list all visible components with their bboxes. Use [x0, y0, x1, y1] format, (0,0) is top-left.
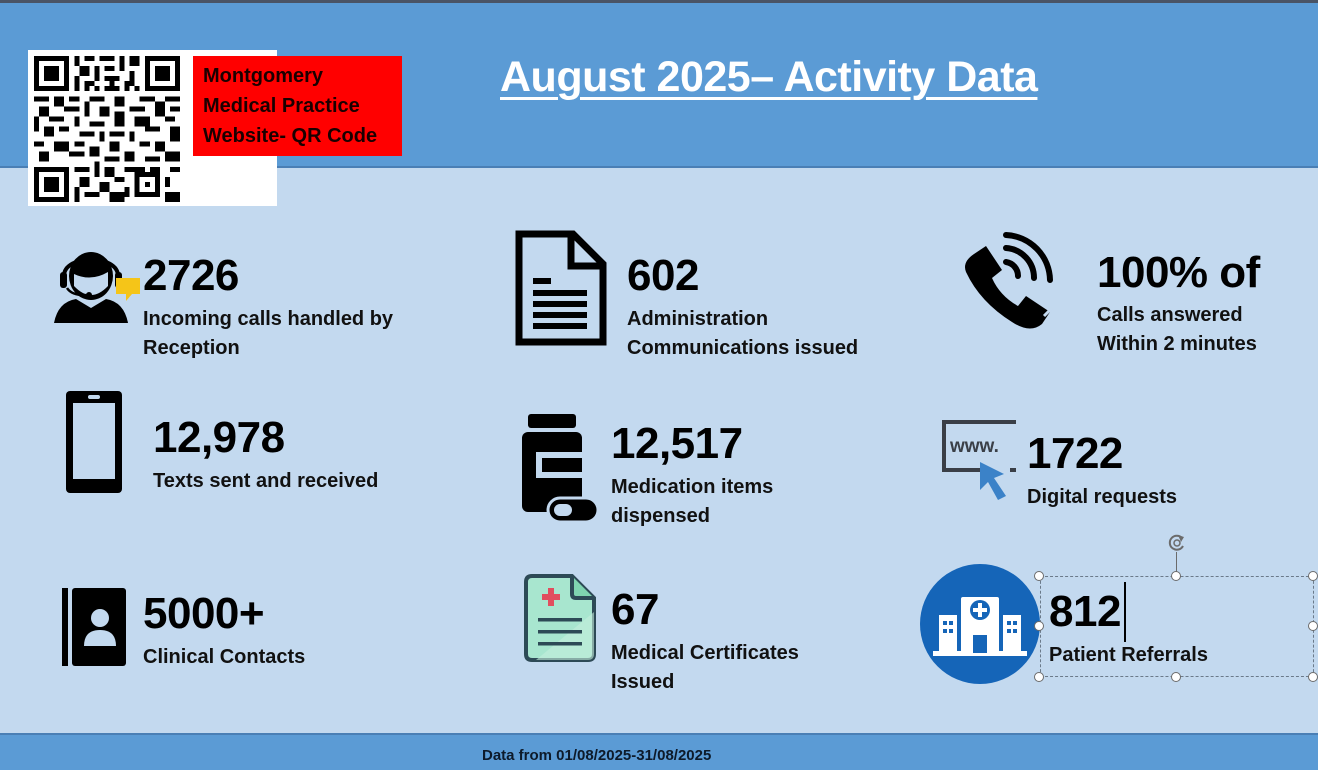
stat-description: Patient Referrals — [1049, 641, 1208, 670]
qr-label-line: Website- QR Code — [203, 125, 378, 147]
stat-description: Medical Certificates Issued — [611, 639, 799, 697]
stat-texts: 12,978 Texts sent and received — [153, 416, 378, 496]
stat-description-line: Administration — [627, 308, 769, 330]
stat-calls-answered: 100% of Calls answered Within 2 minutes — [1097, 251, 1260, 359]
stat-patient-referrals[interactable]: 812 Patient Referrals — [1049, 590, 1208, 670]
stat-value: 1722 — [1027, 429, 1123, 478]
svg-text:www.: www. — [949, 436, 999, 457]
stat-value: 5000+ — [143, 589, 265, 638]
stat-medical-certificates: 67 Medical Certificates Issued — [611, 588, 799, 697]
stat-description: Medication items dispensed — [611, 473, 773, 531]
stat-value: 67 — [611, 585, 659, 634]
resize-handle-left[interactable] — [1034, 621, 1044, 631]
stat-description-line: Communications issued — [627, 337, 859, 359]
stat-clinical-contacts: 5000+ Clinical Contacts — [143, 592, 305, 672]
stat-description-line: Texts sent and received — [153, 470, 379, 492]
smartphone-icon — [66, 391, 122, 493]
document-icon — [515, 230, 607, 346]
stat-description: Incoming calls handled by Reception — [143, 305, 393, 363]
qr-label-line: Montgomery — [203, 65, 323, 87]
page-title: August 2025– Activity Data — [500, 53, 1038, 101]
resize-handle-right[interactable] — [1308, 621, 1318, 631]
resize-handle-top[interactable] — [1171, 571, 1181, 581]
qr-code-label: Montgomery Medical Practice Website- QR … — [193, 56, 402, 156]
stat-description-line: Medication items — [611, 476, 774, 498]
call-center-agent-icon — [54, 252, 140, 323]
stat-value: 12,517 — [611, 419, 743, 468]
stat-description-line: Medical Certificates — [611, 642, 799, 664]
resize-handle-top-left[interactable] — [1034, 571, 1044, 581]
stat-medication: 12,517 Medication items dispensed — [611, 422, 773, 531]
stat-description-line: Issued — [611, 671, 675, 693]
qr-label-line: Medical Practice — [203, 95, 360, 117]
hospital-icon — [920, 564, 1040, 684]
text-cursor — [1124, 582, 1126, 642]
stat-description-line: Within 2 minutes — [1097, 333, 1257, 355]
resize-handle-bottom[interactable] — [1171, 672, 1181, 682]
stat-description-line: dispensed — [611, 505, 710, 527]
phone-ringing-icon — [965, 232, 1054, 329]
stat-value: 100% of — [1097, 248, 1260, 297]
stat-value: 602 — [627, 251, 699, 300]
stat-description-line: Patient Referrals — [1049, 644, 1208, 666]
window-top-border — [0, 0, 1318, 3]
rotate-handle-stem — [1176, 552, 1177, 572]
contact-book-icon — [62, 588, 126, 666]
stat-description-line: Incoming calls handled by — [143, 308, 394, 330]
stat-admin-communications: 602 Administration Communications issued — [627, 254, 858, 363]
medicine-bottle-icon — [522, 414, 600, 524]
stat-description-line: Clinical Contacts — [143, 646, 306, 668]
resize-handle-bottom-right[interactable] — [1308, 672, 1318, 682]
medical-certificate-icon — [524, 574, 596, 662]
stat-description-line: Digital requests — [1027, 486, 1178, 508]
stat-value: 12,978 — [153, 413, 285, 462]
stat-description: Texts sent and received — [153, 467, 378, 496]
footer-band: Data from 01/08/2025-31/08/2025 — [0, 733, 1318, 770]
stat-description: Calls answered Within 2 minutes — [1097, 301, 1260, 359]
stat-description-line: Reception — [143, 337, 240, 359]
stat-value[interactable]: 812 — [1049, 587, 1121, 636]
stat-description-line: Calls answered — [1097, 304, 1243, 326]
stat-description: Clinical Contacts — [143, 643, 305, 672]
resize-handle-top-right[interactable] — [1308, 571, 1318, 581]
data-range-text: Data from 01/08/2025-31/08/2025 — [482, 747, 712, 764]
www-click-icon: www. — [942, 420, 1016, 500]
qr-code-icon[interactable] — [34, 56, 180, 202]
stat-incoming-calls: 2726 Incoming calls handled by Reception — [143, 254, 393, 363]
stat-digital-requests: 1722 Digital requests — [1027, 432, 1177, 512]
stat-description: Digital requests — [1027, 483, 1177, 512]
rotate-handle-icon[interactable] — [1166, 532, 1188, 554]
stat-value: 2726 — [143, 251, 239, 300]
stat-description: Administration Communications issued — [627, 305, 858, 363]
resize-handle-bottom-left[interactable] — [1034, 672, 1044, 682]
